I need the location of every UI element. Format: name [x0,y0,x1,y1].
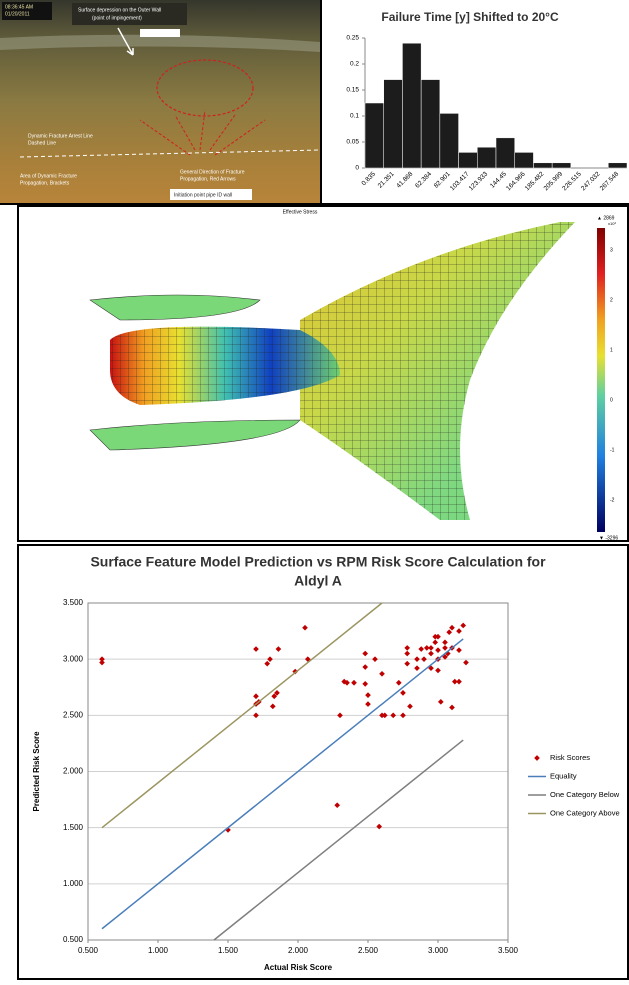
fea-panel: Effective Stress ▲ 2869 x10³ ▼ -3296 [18,206,628,541]
y-tick-label: 1.000 [63,879,84,888]
callout: Area of Dynamic Fracture [20,173,77,179]
x-tick-label: 3.500 [498,946,519,955]
chart-title: Failure Time [y] Shifted to 20°C [381,10,559,24]
chart-title: Surface Feature Model Prediction vs RPM … [90,554,546,570]
callout: Initiation point pipe ID wall [174,192,232,198]
y-tick-label: 0.2 [350,61,359,68]
x-tick-label: 21.351 [377,170,396,189]
y-axis-title: Predicted Risk Score [32,731,41,812]
bar [515,152,534,168]
y-tick-label: 2.000 [63,767,84,776]
fea-title: Effective Stress [283,209,318,215]
x-tick-label: 185.482 [524,170,546,192]
bar [608,163,627,168]
y-tick-label: 1.500 [63,823,84,832]
y-tick-label: 0 [355,165,359,172]
scatter-frame [18,545,628,979]
y-tick-label: 0.05 [346,139,359,146]
legend-label: Risk Scores [550,753,590,762]
colorbar-min: ▼ -3296 [599,535,618,541]
bar [459,152,478,168]
legend-label: Equality [550,771,577,780]
colorbar-label: 1 [610,347,613,353]
legend-label: One Category Above [550,808,620,817]
x-axis-title: Actual Risk Score [264,963,333,972]
callout: (point of impingement) [92,15,142,21]
x-tick-label: 226.515 [561,170,583,192]
bar [440,113,459,168]
x-tick-label: 267.548 [599,170,621,192]
bar [384,80,403,168]
callout: General Direction of Fracture [180,169,245,175]
y-tick-label: 3.000 [63,654,84,663]
bar [402,43,421,168]
bar [552,163,571,168]
legend-label: One Category Below [550,790,620,799]
x-tick-label: 41.868 [395,170,414,189]
x-tick-label: 123.933 [468,170,490,192]
time: 08:36:45 AM [5,4,33,10]
colorbar-label: 3 [610,247,613,253]
y-tick-label: 2.500 [63,710,84,719]
y-tick-label: 0.500 [63,935,84,944]
x-tick-label: 1.500 [218,946,239,955]
x-tick-label: 62.384 [414,170,433,189]
x-tick-label: 103.417 [449,170,471,192]
chart-title: Aldyl A [294,573,342,589]
y-tick-label: 0.25 [346,35,359,42]
callout: Dashed Line [28,140,56,146]
x-tick-label: 3.000 [428,946,449,955]
x-tick-label: 0.500 [78,946,99,955]
x-tick-label: 2.500 [358,946,379,955]
scale-box [140,29,180,37]
page: 08:36:45 AM 01/20/2011 Surface depressio… [0,0,629,980]
colorbar-label: 0 [610,397,613,403]
colorbar-label: -1 [610,447,615,453]
x-tick-label: 247.032 [580,170,602,192]
callout: Propagation, Red Arrows [180,176,236,182]
date: 01/20/2011 [5,11,30,17]
x-tick-label: 205.999 [543,170,565,192]
callout: Surface depression on the Outer Wall [78,7,161,13]
y-tick-label: 0.1 [350,113,359,120]
x-tick-label: 164.966 [505,170,527,192]
bar [477,147,496,168]
colorbar-exponent: x10³ [608,221,616,226]
colorbar-label: -2 [610,497,615,503]
x-tick-label: 2.000 [288,946,309,955]
x-tick-label: 1.000 [148,946,169,955]
bar [496,138,515,168]
callout-box [72,3,187,25]
y-tick-label: 3.500 [63,598,84,607]
colorbar [597,228,605,532]
photo-panel: 08:36:45 AM 01/20/2011 Surface depressio… [0,0,320,203]
bar [421,80,440,168]
x-tick-label: 0.835 [361,170,378,187]
callout: Propagation, Brackets [20,180,70,186]
y-tick-label: 0.15 [346,87,359,94]
bar [533,163,552,168]
bar [365,103,384,168]
callout: Dynamic Fracture Arrest Line [28,133,93,139]
colorbar-label: 2 [610,297,613,303]
